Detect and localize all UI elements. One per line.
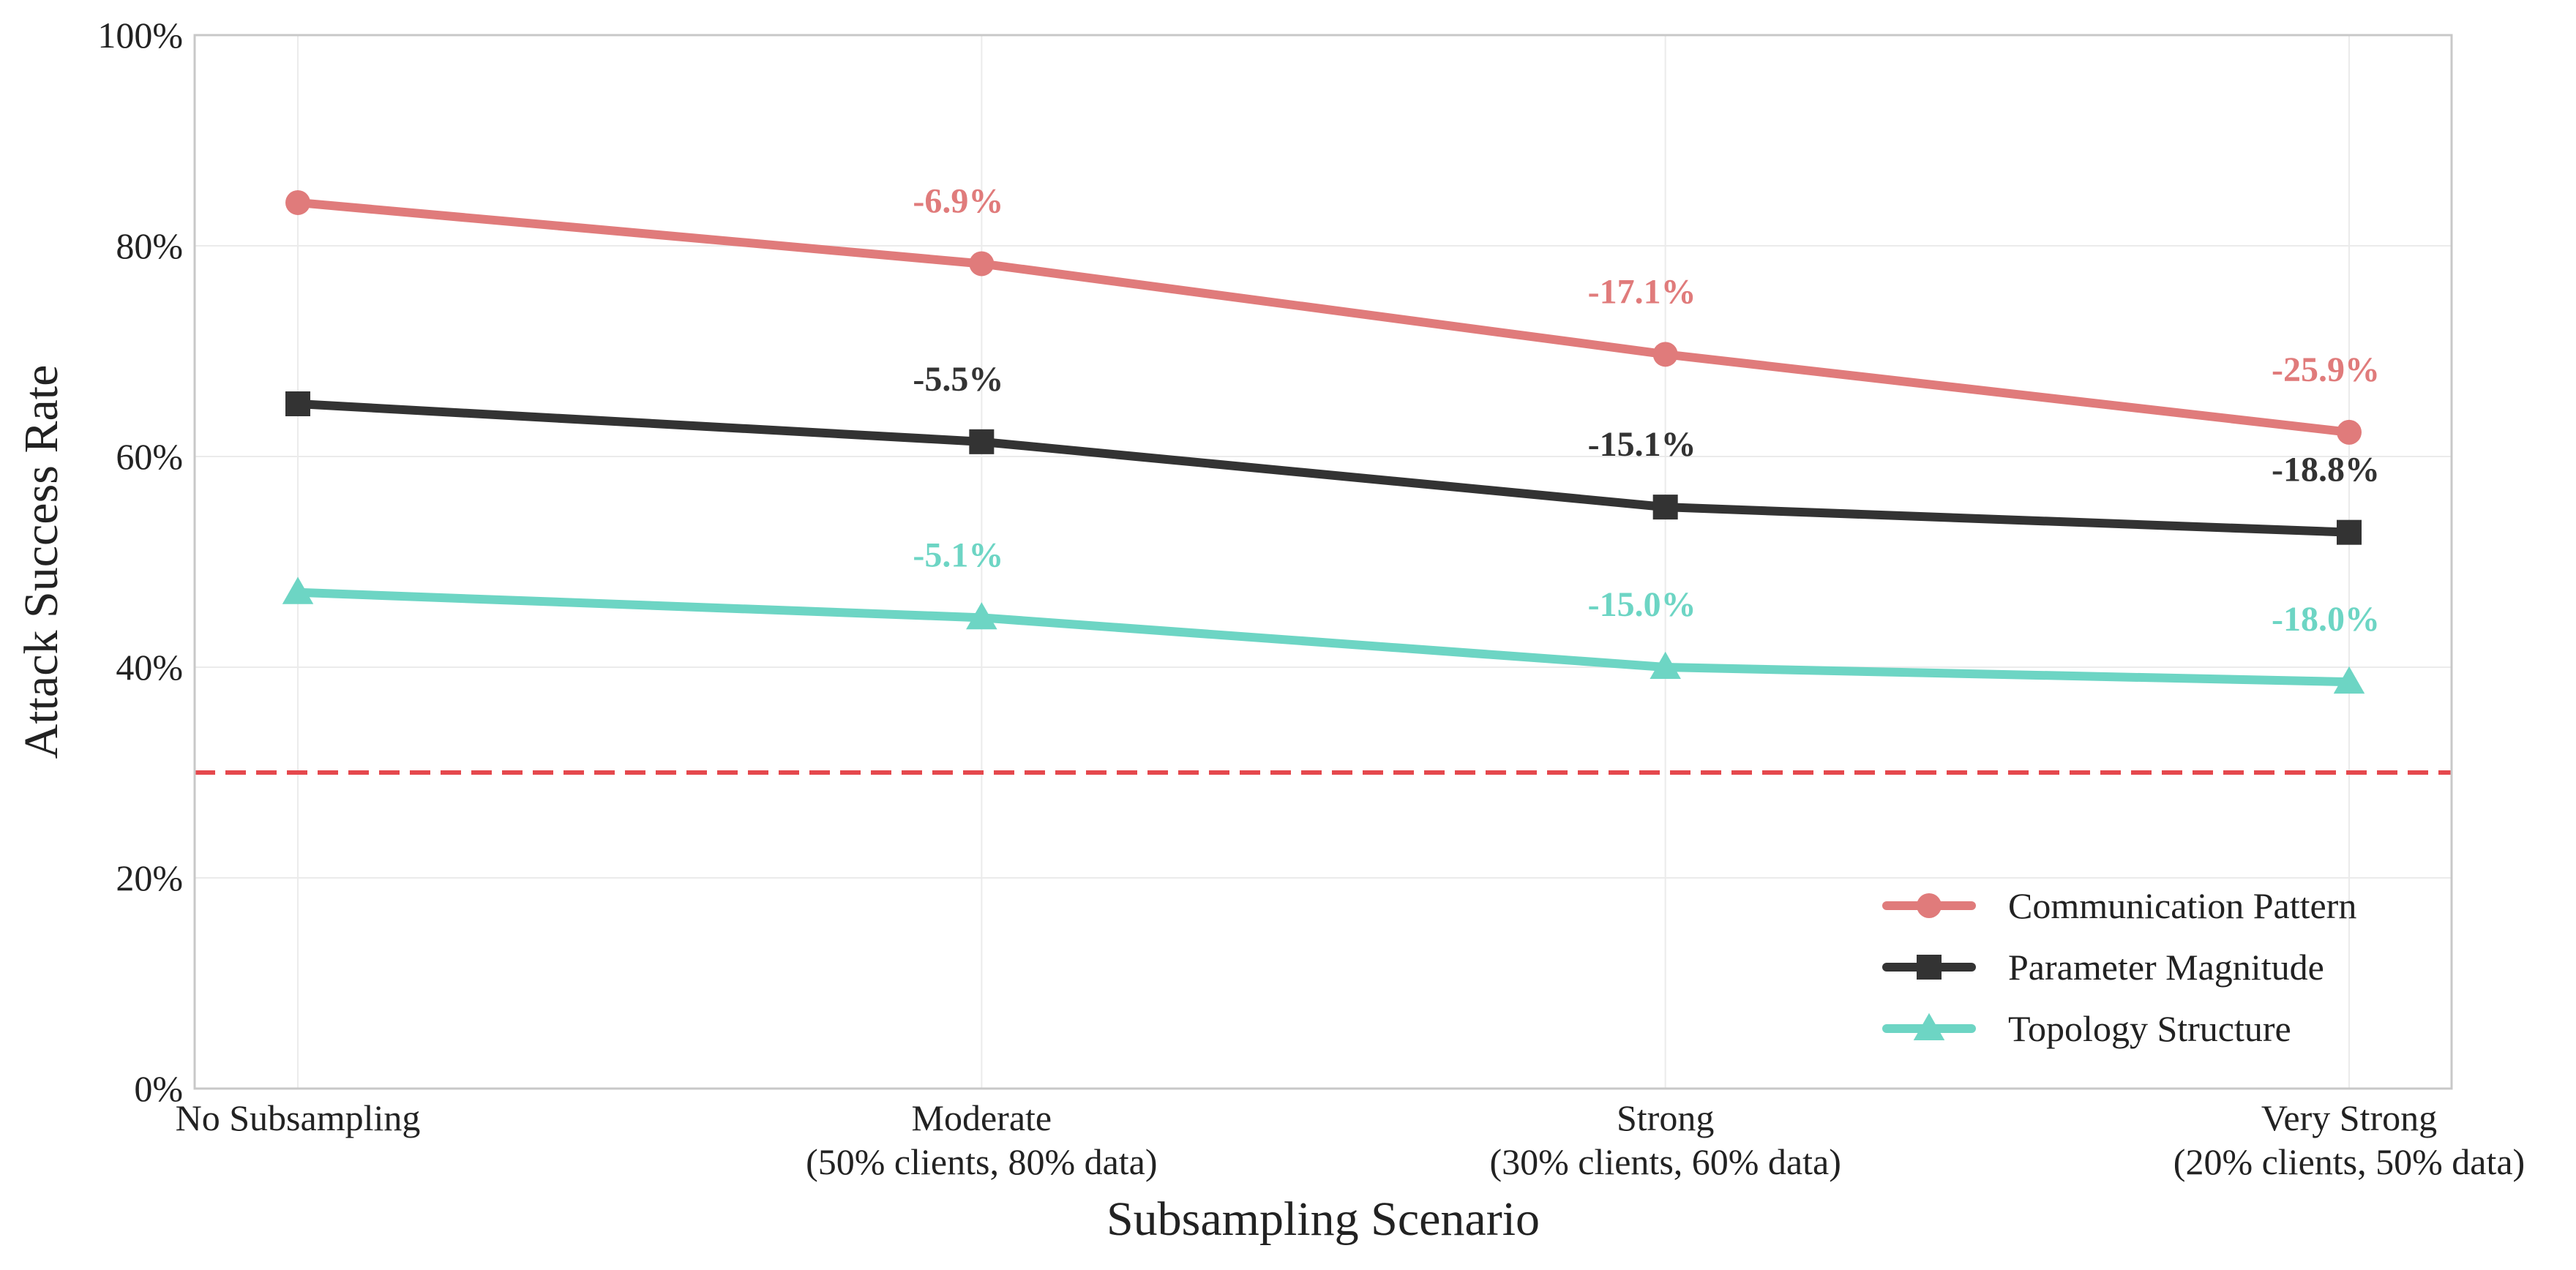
data-label: -18.8% xyxy=(2272,451,2380,489)
tick-labels: 0% 20% 40% 60% 80% 100% No Subsampling Moderate… xyxy=(97,15,2525,1182)
y-axis-title: Attack Success Rate xyxy=(15,365,68,759)
data-label: -5.5% xyxy=(913,360,1003,399)
data-point-marker xyxy=(1652,495,1678,520)
y-tick-label: 100% xyxy=(97,15,183,56)
x-tick-label: (20% clients, 50% data) xyxy=(2174,1141,2525,1182)
data-point-marker xyxy=(969,429,995,454)
data-point-marker xyxy=(282,576,314,604)
x-axis-title: Subsampling Scenario xyxy=(1107,1192,1540,1246)
legend-label: Parameter Magnitude xyxy=(2008,947,2324,988)
data-point-marker xyxy=(2333,666,2365,694)
x-tick-label: Very Strong xyxy=(2261,1097,2437,1138)
series-line xyxy=(293,399,2354,537)
y-tick-label: 40% xyxy=(116,647,183,688)
data-label: -25.9% xyxy=(2272,350,2380,389)
legend-marker xyxy=(1913,1012,1945,1040)
y-tick-label: 80% xyxy=(116,225,183,266)
data-point-marker xyxy=(2337,519,2362,545)
y-tick-label: 0% xyxy=(134,1068,183,1109)
data-point-marker xyxy=(966,602,997,630)
y-tick-label: 20% xyxy=(116,857,183,898)
data-point-marker xyxy=(1650,651,1681,679)
series-line xyxy=(293,198,2354,437)
data-point-marker xyxy=(1652,342,1678,367)
legend-marker xyxy=(1917,893,1942,918)
data-point-marker xyxy=(285,391,310,416)
x-tick-label: Strong xyxy=(1617,1097,1714,1138)
legend-marker xyxy=(1917,955,1942,980)
legend-item: Parameter Magnitude xyxy=(1882,947,2324,988)
legend-item: Communication Pattern xyxy=(1882,885,2356,926)
data-label: -15.0% xyxy=(1588,585,1696,624)
x-tick-label: Moderate xyxy=(912,1097,1052,1138)
legend: Communication Pattern Parameter Magnitude… xyxy=(1882,885,2356,1049)
legend-label: Communication Pattern xyxy=(2008,885,2356,926)
data-point-marker xyxy=(969,251,995,277)
series-square xyxy=(285,391,2362,545)
legend-label: Topology Structure xyxy=(2008,1008,2291,1049)
data-labels: -6.9% -17.1% -25.9% -5.5% -15.1% -18.8% -5.1% -… xyxy=(913,181,2380,639)
x-tick-label: (50% clients, 80% data) xyxy=(806,1141,1157,1182)
data-label: -6.9% xyxy=(913,181,1003,220)
x-tick-label: No Subsampling xyxy=(176,1097,421,1138)
data-label: -17.1% xyxy=(1588,272,1696,311)
data-label: -18.0% xyxy=(2272,600,2380,639)
data-label: -5.1% xyxy=(913,536,1003,574)
x-tick-label: (30% clients, 60% data) xyxy=(1489,1141,1841,1182)
data-point-marker xyxy=(2337,419,2362,445)
data-point-marker xyxy=(285,189,310,215)
data-label: -15.1% xyxy=(1588,425,1696,464)
series-line xyxy=(293,587,2354,687)
series-triangle xyxy=(282,576,2365,694)
y-tick-label: 60% xyxy=(116,436,183,477)
plot-area-frame xyxy=(193,34,2453,1090)
series-layer xyxy=(282,189,2365,694)
legend-item: Topology Structure xyxy=(1882,1008,2291,1049)
series-circle xyxy=(285,189,2362,445)
